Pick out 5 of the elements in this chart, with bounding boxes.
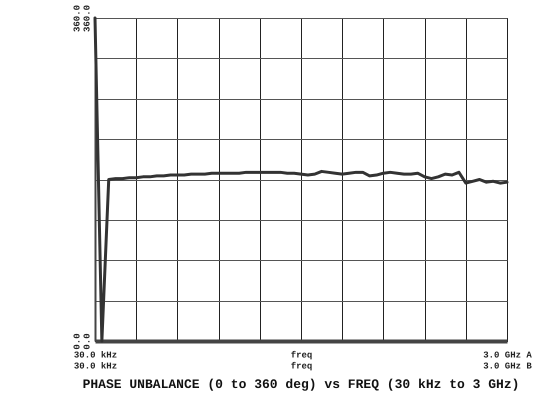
text: PHASE UNBALANCE (0 to 360 deg) vs FREQ (30 kHz to 3 GHz) <box>82 377 520 392</box>
line-series <box>94 16 508 342</box>
x-tick-label: 30.0 kHz 30.0 kHz <box>74 350 118 372</box>
x-tick-label: 3.0 GHz A 3.0 GHz B <box>483 350 532 372</box>
x-tick-label: freq freq <box>290 350 312 372</box>
